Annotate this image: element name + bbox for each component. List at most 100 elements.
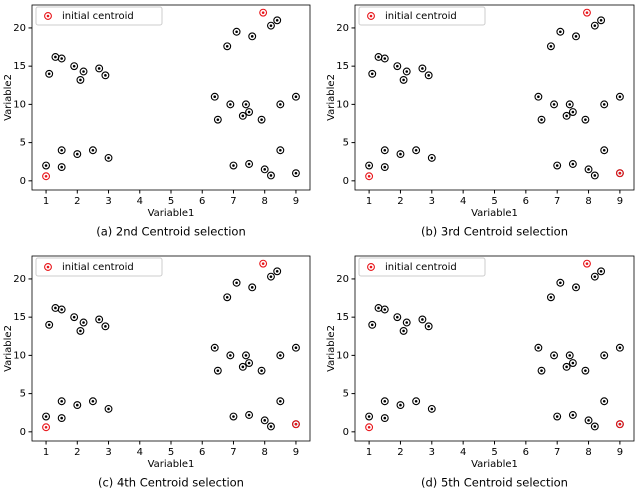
- point: [562, 111, 571, 120]
- x-tick-label: 5: [168, 447, 174, 458]
- point-outer: [553, 161, 562, 170]
- point-inner: [213, 95, 217, 99]
- point-outer: [600, 146, 609, 155]
- point-inner: [585, 11, 589, 14]
- point-inner: [269, 425, 273, 428]
- point-inner: [44, 164, 48, 167]
- point: [45, 69, 54, 78]
- point-outer: [380, 305, 389, 314]
- point: [393, 313, 402, 322]
- x-axis-label: Variable1: [471, 459, 518, 470]
- point: [79, 67, 88, 76]
- point-outer: [424, 322, 433, 331]
- point-outer: [42, 172, 51, 181]
- point-inner: [571, 162, 575, 166]
- point-outer: [565, 100, 574, 109]
- point: [393, 62, 402, 71]
- point-inner: [229, 354, 232, 357]
- x-tick-label: 5: [168, 196, 174, 207]
- x-tick-label: 4: [460, 196, 466, 207]
- point-outer: [73, 150, 82, 159]
- point: [534, 92, 543, 101]
- x-tick-label: 2: [74, 447, 80, 458]
- point-inner: [247, 162, 251, 166]
- y-tick-label: 0: [343, 427, 349, 438]
- point: [223, 42, 232, 51]
- point-outer: [101, 71, 110, 80]
- point: [556, 27, 565, 36]
- point-outer: [565, 351, 574, 360]
- point: [412, 146, 421, 155]
- point: [615, 343, 624, 352]
- point: [101, 71, 110, 80]
- point-inner: [599, 18, 603, 22]
- point: [568, 108, 577, 116]
- point: [210, 343, 219, 352]
- point-outer: [73, 401, 82, 410]
- point: [51, 304, 60, 312]
- point-inner: [263, 168, 267, 171]
- point: [259, 259, 268, 268]
- point-inner: [584, 118, 587, 121]
- point-inner: [565, 365, 568, 369]
- point-inner: [602, 399, 606, 403]
- point: [276, 397, 285, 406]
- point-inner: [216, 118, 220, 121]
- point: [546, 293, 555, 302]
- point: [597, 267, 606, 276]
- point-outer: [399, 75, 408, 84]
- point-inner: [104, 74, 107, 77]
- point-outer: [600, 351, 609, 360]
- point-inner: [232, 415, 235, 418]
- point-outer: [248, 283, 257, 292]
- point-inner: [229, 103, 232, 106]
- point-inner: [618, 171, 622, 175]
- point-inner: [414, 148, 418, 152]
- point-outer: [267, 171, 275, 180]
- point-outer: [546, 293, 555, 302]
- x-tick-label: 3: [429, 196, 435, 207]
- point: [51, 53, 60, 61]
- point: [229, 412, 238, 421]
- plot-frame: [354, 255, 635, 442]
- point-inner: [585, 262, 589, 265]
- point-outer: [76, 326, 85, 335]
- point-outer: [245, 160, 254, 168]
- point-inner: [294, 95, 298, 99]
- point-outer: [57, 414, 66, 423]
- point: [365, 172, 374, 181]
- point-inner: [367, 164, 371, 167]
- point: [537, 366, 546, 375]
- point: [245, 359, 254, 367]
- point: [213, 366, 222, 375]
- point: [245, 108, 254, 116]
- point-inner: [60, 308, 63, 311]
- x-axis-label: Variable1: [148, 208, 195, 219]
- point: [232, 278, 241, 287]
- point-inner: [574, 35, 578, 38]
- point-inner: [430, 407, 434, 411]
- point-outer: [213, 366, 222, 375]
- point-inner: [427, 325, 430, 328]
- point-inner: [540, 118, 543, 121]
- point: [242, 351, 250, 360]
- point: [223, 293, 232, 302]
- point-outer: [568, 359, 577, 367]
- point-outer: [210, 92, 219, 101]
- point-outer: [572, 32, 580, 41]
- point-outer: [248, 32, 257, 41]
- point-outer: [57, 397, 66, 406]
- point: [291, 420, 300, 429]
- point-outer: [590, 171, 599, 180]
- point: [537, 115, 546, 124]
- point: [568, 359, 577, 367]
- point-outer: [537, 115, 546, 124]
- x-tick-label: 2: [397, 447, 403, 458]
- point-outer: [101, 322, 110, 331]
- point-inner: [367, 425, 371, 429]
- point-outer: [583, 259, 591, 268]
- point: [597, 16, 606, 25]
- point-outer: [365, 412, 374, 421]
- x-tick-label: 4: [137, 196, 143, 207]
- point-inner: [537, 346, 540, 350]
